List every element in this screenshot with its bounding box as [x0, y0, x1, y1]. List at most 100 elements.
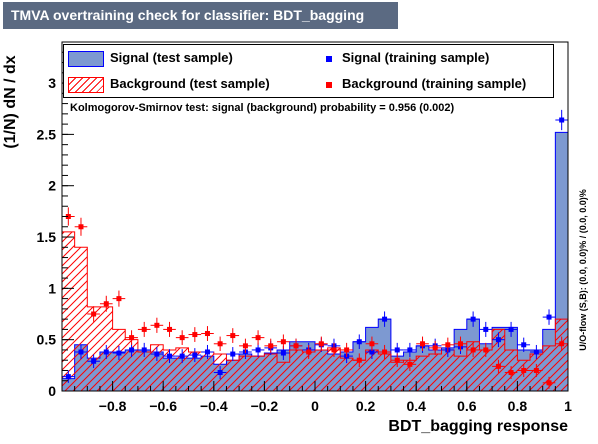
background-train-point	[112, 290, 126, 307]
legend-swatch-signal-test	[68, 51, 104, 67]
signal-train-point-marker	[116, 350, 122, 356]
signal-train-point-marker	[280, 350, 286, 356]
signal-train-point-marker	[382, 316, 388, 322]
background-train-point	[530, 363, 543, 377]
signal-train-point	[201, 344, 214, 360]
background-train-point	[365, 336, 379, 352]
x-tick-label: −0.6	[149, 398, 177, 414]
plot-frame	[61, 41, 569, 392]
background-train-point	[201, 326, 214, 341]
background-train-point-marker	[318, 341, 324, 347]
y-tick-label: 1.5	[37, 229, 57, 245]
background-train-point	[378, 344, 391, 360]
background-train-point-marker	[432, 345, 438, 351]
x-tick-label: −0.2	[251, 398, 279, 414]
signal-train-point-marker	[407, 347, 413, 353]
background-train-point	[555, 336, 568, 352]
signal-train-point-marker	[369, 349, 375, 355]
background-train-point	[390, 353, 404, 368]
signal-train-point-marker	[204, 349, 210, 355]
background-train-point	[340, 342, 353, 358]
overflow-text-label: U/O-flow (S,B): (0.0, 0.0)% / (0.0, 0.0)…	[578, 189, 588, 351]
signal-train-point	[112, 346, 126, 361]
signal-train-point-marker	[394, 347, 400, 353]
y-tick-label: 0	[48, 383, 56, 399]
signal-train-point-marker	[179, 353, 185, 359]
background-train-point-marker	[129, 335, 135, 341]
signal-train-point-marker	[521, 342, 527, 348]
signal-train-point-marker	[154, 351, 160, 357]
background-train-point-marker	[394, 357, 400, 363]
signal-train-point	[492, 332, 505, 347]
signal-train-point	[251, 342, 265, 358]
y-tick-label: 0.5	[37, 332, 57, 348]
legend-label-signal-test: Signal (test sample)	[110, 50, 233, 65]
background-train-point	[175, 330, 189, 345]
signal-train-point-marker	[508, 326, 514, 332]
signal-train-point	[163, 349, 176, 364]
ks-test-text: Kolmogorov-Smirnov test: signal (backgro…	[70, 102, 455, 114]
background-train-point-marker	[457, 341, 463, 347]
signal-train-point-marker	[141, 347, 147, 353]
background-train-point-marker	[533, 367, 539, 373]
signal-train-point-marker	[129, 347, 135, 353]
background-train-point	[74, 217, 88, 236]
signal-train-point-marker	[217, 370, 223, 376]
signal-train-point-marker	[91, 358, 97, 364]
y-tick-label: 2.5	[37, 126, 57, 142]
background-train-point	[504, 366, 518, 379]
background-train-point-marker	[521, 367, 527, 373]
signal-train-point	[125, 342, 138, 358]
background-train-point	[454, 336, 467, 352]
background-train-point	[137, 321, 151, 337]
background-train-point-marker	[559, 341, 565, 347]
x-tick-label: −0.8	[99, 398, 127, 414]
background-train-point	[125, 330, 138, 345]
background-test-histogram	[61, 231, 569, 392]
overflow-text: U/O-flow (S,B): (0.0, 0.0)% / (0.0, 0.0)…	[578, 189, 588, 351]
background-train-point-marker	[420, 341, 426, 347]
signal-train-point-marker	[356, 339, 362, 345]
signal-train-point-marker	[78, 349, 84, 355]
background-train-point-marker	[91, 311, 97, 317]
background-train-point-marker	[255, 335, 261, 341]
signal-train-point	[466, 311, 480, 327]
signal-train-point	[555, 109, 568, 131]
legend: Signal (test sample) Background (test sa…	[63, 44, 554, 98]
background-train-point	[99, 295, 113, 312]
background-train-point-marker	[167, 326, 173, 332]
background-train-point-marker	[483, 347, 489, 353]
signal-train-point	[517, 337, 531, 353]
background-train-point	[264, 338, 278, 354]
background-train-point	[163, 321, 176, 337]
background-train-point-marker	[306, 349, 312, 355]
signal-train-point	[530, 344, 543, 360]
background-train-point-marker	[546, 380, 552, 386]
background-train-point	[492, 359, 505, 374]
signal-train-point-marker	[167, 353, 173, 359]
signal-train-point	[74, 344, 88, 360]
background-train-point-marker	[280, 339, 286, 345]
x-tick-label: 0.2	[356, 398, 376, 414]
legend-label-background-train: Background (training sample)	[342, 76, 527, 91]
legend-label-signal-train: Signal (training sample)	[342, 50, 490, 65]
background-train-point-marker	[78, 224, 84, 230]
signal-train-point-marker	[255, 347, 261, 353]
background-train-point	[466, 342, 480, 358]
signal-train-point-marker	[533, 349, 539, 355]
signal-train-point	[137, 342, 151, 358]
y-tick-label: 2	[48, 178, 56, 194]
signal-train-point	[175, 349, 189, 364]
signal-train-point-marker	[483, 326, 489, 332]
background-train-point-marker	[293, 343, 299, 349]
background-training-points	[62, 207, 568, 389]
background-train-point-marker	[179, 335, 185, 341]
signal-train-point-marker	[546, 314, 552, 320]
signal-train-point	[226, 347, 240, 362]
legend-label-background-test: Background (test sample)	[110, 76, 270, 91]
x-tick-label: 0.4	[406, 398, 426, 414]
chart-title: TMVA overtraining check for classifier: …	[3, 2, 398, 29]
background-train-point-marker	[407, 361, 413, 367]
background-train-point	[428, 340, 442, 356]
